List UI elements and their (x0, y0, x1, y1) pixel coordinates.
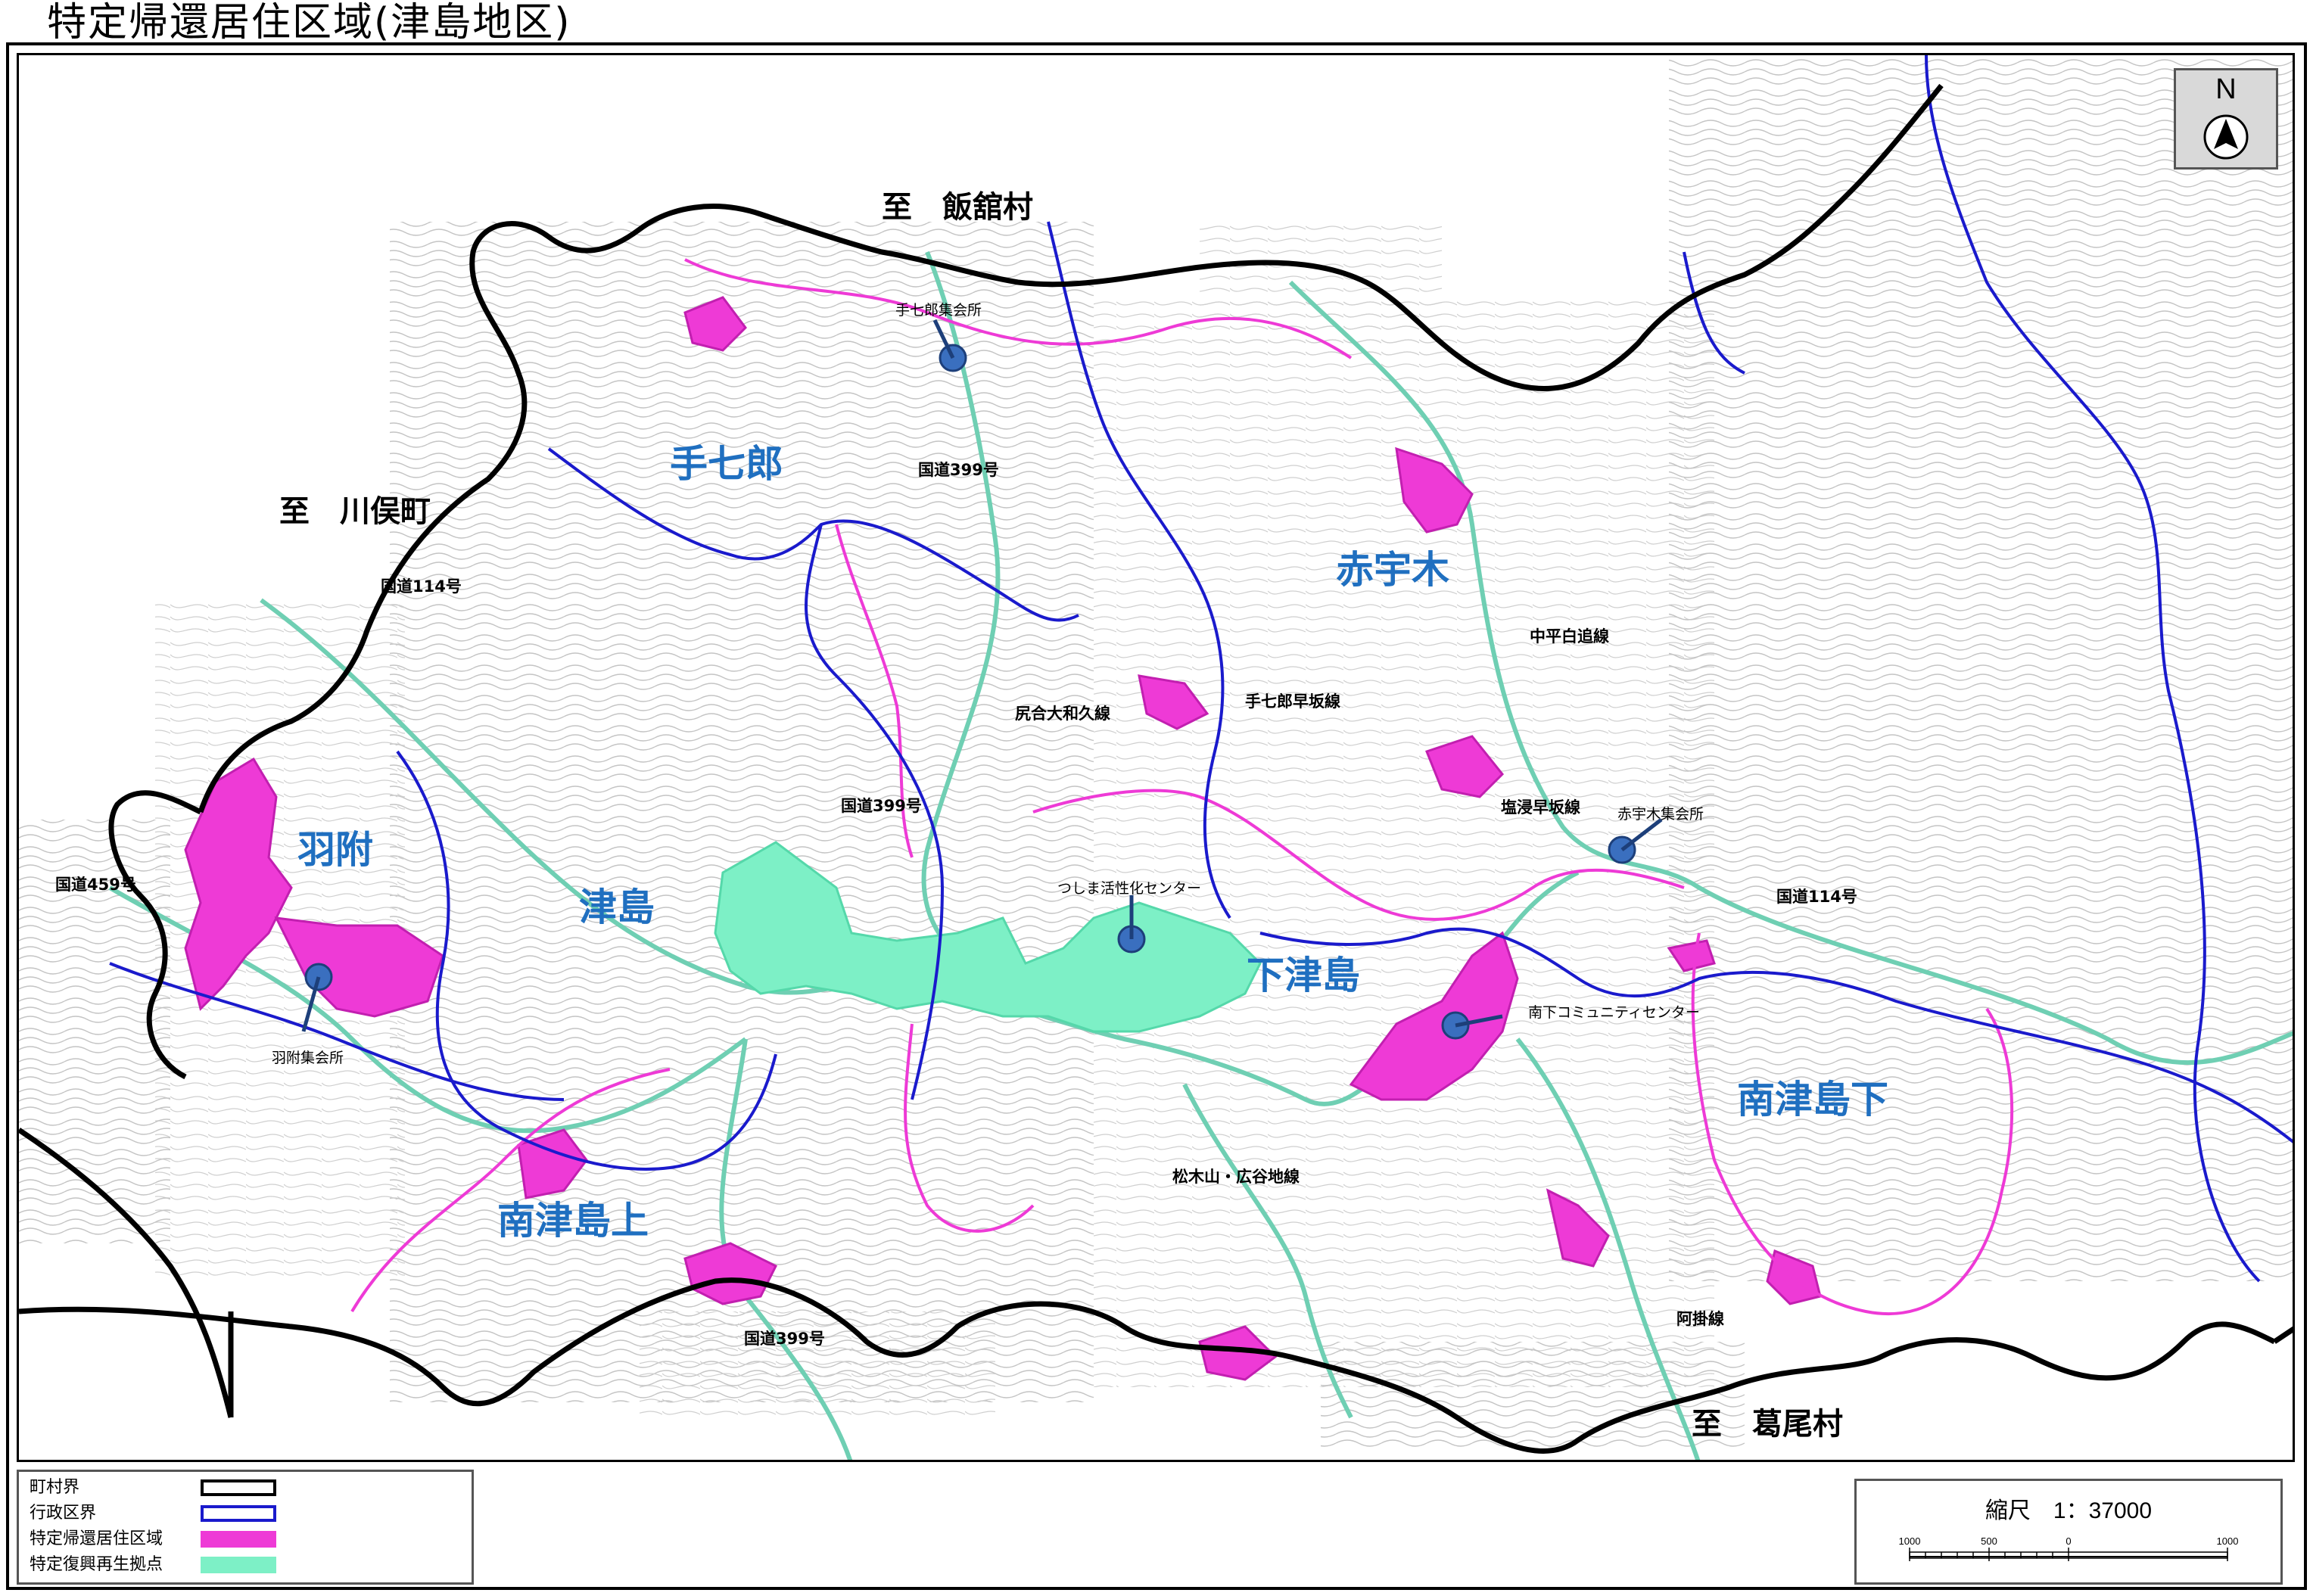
road-label-r114-east: 国道114号 (1776, 888, 1857, 906)
map-area[interactable]: 至 飯舘村 至 川俣町 至 葛尾村 手七郎 赤宇木 羽附 津島 下津島 南津島上… (17, 53, 2295, 1462)
scale-label: 縮尺 1：37000 (1985, 1498, 2153, 1523)
road-label-nakadaira: 中平白追線 (1530, 627, 1609, 646)
north-arrow: N (2174, 68, 2278, 170)
map-frame (6, 42, 2307, 1590)
legend-swatch-district-boundary (201, 1505, 276, 1522)
legend-label-return-zone: 特定帰還居住区域 (30, 1529, 163, 1548)
facility-label-hatsuke-hall: 羽附集会所 (272, 1050, 344, 1066)
road-label-r399-north: 国道399号 (918, 461, 999, 479)
scale-box: 縮尺 1：37000 1000 500 0 1000 (1854, 1479, 2283, 1585)
reconstruction-base-zone (714, 841, 1262, 1033)
facility-label-akauki-hall: 赤宇木集会所 (1617, 806, 1704, 823)
facility-label-minamishimo-center: 南下コミュニティセンター (1528, 1004, 1700, 1021)
road-label-r399-south: 国道399号 (744, 1330, 825, 1348)
facility-markers (301, 319, 1663, 1040)
road-label-akake: 阿掛線 (1676, 1310, 1724, 1328)
scale-tick-500: 500 (1981, 1535, 1997, 1547)
place-shimotsushima: 下津島 (1247, 954, 1360, 997)
legend: 町村界 行政区界 特定帰還居住区域 特定復興再生拠点 (17, 1470, 474, 1585)
legend-label-town-boundary: 町村界 (30, 1478, 80, 1497)
legend-label-district-boundary: 行政区界 (30, 1504, 97, 1523)
road-label-r459: 国道459号 (55, 876, 136, 894)
map-canvas (19, 55, 2293, 1460)
zone-roads (350, 258, 2014, 1316)
place-hatsuke: 羽附 (297, 828, 373, 872)
scale-tick-0: 0 (2066, 1535, 2071, 1547)
place-minamitsushimashimo: 南津島下 (1737, 1078, 1888, 1122)
direction-katsurao: 至 葛尾村 (1692, 1407, 1843, 1442)
road-label-teshichiro-hayasaka: 手七郎早坂線 (1245, 692, 1340, 711)
north-label: N (2215, 73, 2237, 105)
direction-kawamata: 至 川俣町 (279, 494, 431, 529)
return-zones (184, 296, 1822, 1381)
map-title: 特定帰還居住区域(津島地区) (47, 0, 571, 45)
place-teshichiro: 手七郎 (670, 442, 783, 486)
road-label-r399-center: 国道399号 (841, 797, 922, 815)
place-akauki: 赤宇木 (1336, 548, 1449, 592)
place-minamitsushimakami: 南津島上 (497, 1199, 649, 1243)
north-arrow-icon (2203, 114, 2249, 160)
road-label-shiobitashi: 塩浸早坂線 (1501, 798, 1580, 817)
facility-label-tsushima-center: つしま活性化センター (1057, 880, 1202, 897)
town-boundary (19, 83, 2293, 1454)
road-label-shiriai: 尻合大和久線 (1015, 705, 1110, 723)
legend-swatch-town-boundary (201, 1479, 276, 1496)
road-label-matsukiyama: 松木山・広谷地線 (1172, 1168, 1300, 1186)
scale-tick-1000-right: 1000 (2217, 1535, 2239, 1547)
terrain-contours (19, 55, 2293, 1448)
legend-swatch-return-zone (201, 1531, 276, 1548)
legend-swatch-reconstruction-base (201, 1557, 276, 1573)
scale-bar: 1000 500 0 1000 (1899, 1535, 2239, 1561)
road-label-r114-west: 国道114号 (381, 577, 462, 596)
place-tsushima: 津島 (579, 885, 655, 929)
legend-label-reconstruction-base: 特定復興再生拠点 (30, 1555, 163, 1574)
direction-iitate: 至 飯舘村 (882, 190, 1033, 225)
scale-tick-1000-left: 1000 (1899, 1535, 1921, 1547)
facility-label-teshichiro-hall: 手七郎集会所 (895, 302, 982, 319)
district-boundaries (109, 55, 2293, 1283)
